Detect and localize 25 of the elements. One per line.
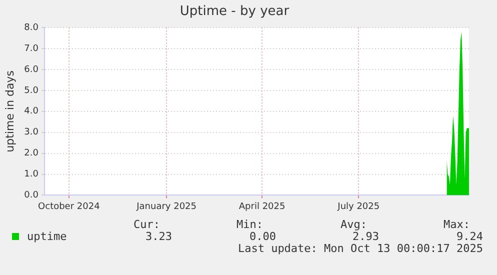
y-tick-label: 4.0 [24,106,39,117]
x-tick-label: July 2025 [336,202,380,212]
text: 2.93 [352,230,379,243]
y-axis-title: uptime in days [3,70,16,152]
y-tick-label: 3.0 [24,128,39,138]
text: Last update: Mon Oct 13 00:00:17 2025 [238,242,483,255]
text: Max: [442,218,470,231]
text: Avg: [340,218,367,231]
text: 3.23 [144,230,172,243]
y-tick-label: 8.0 [24,22,39,33]
text: Min: [236,218,263,231]
text: 0.00 [248,230,276,243]
x-tick-label: October 2024 [38,202,100,212]
x-tick-label: January 2025 [136,202,196,212]
y-tick-label: 6.0 [24,64,39,75]
chart-title: Uptime - by year [180,4,290,20]
y-tick-label: 5.0 [24,86,39,96]
y-tick-label: 0.0 [24,190,39,201]
y-tick-label: 7.0 [24,44,39,54]
x-tick-label: April 2025 [238,202,286,212]
text: 9.24 [456,230,483,243]
text: Cur: [132,218,160,231]
legend-label: uptime [27,230,67,243]
y-tick-label: 2.0 [24,148,39,159]
y-tick-label: 1.0 [24,170,39,180]
